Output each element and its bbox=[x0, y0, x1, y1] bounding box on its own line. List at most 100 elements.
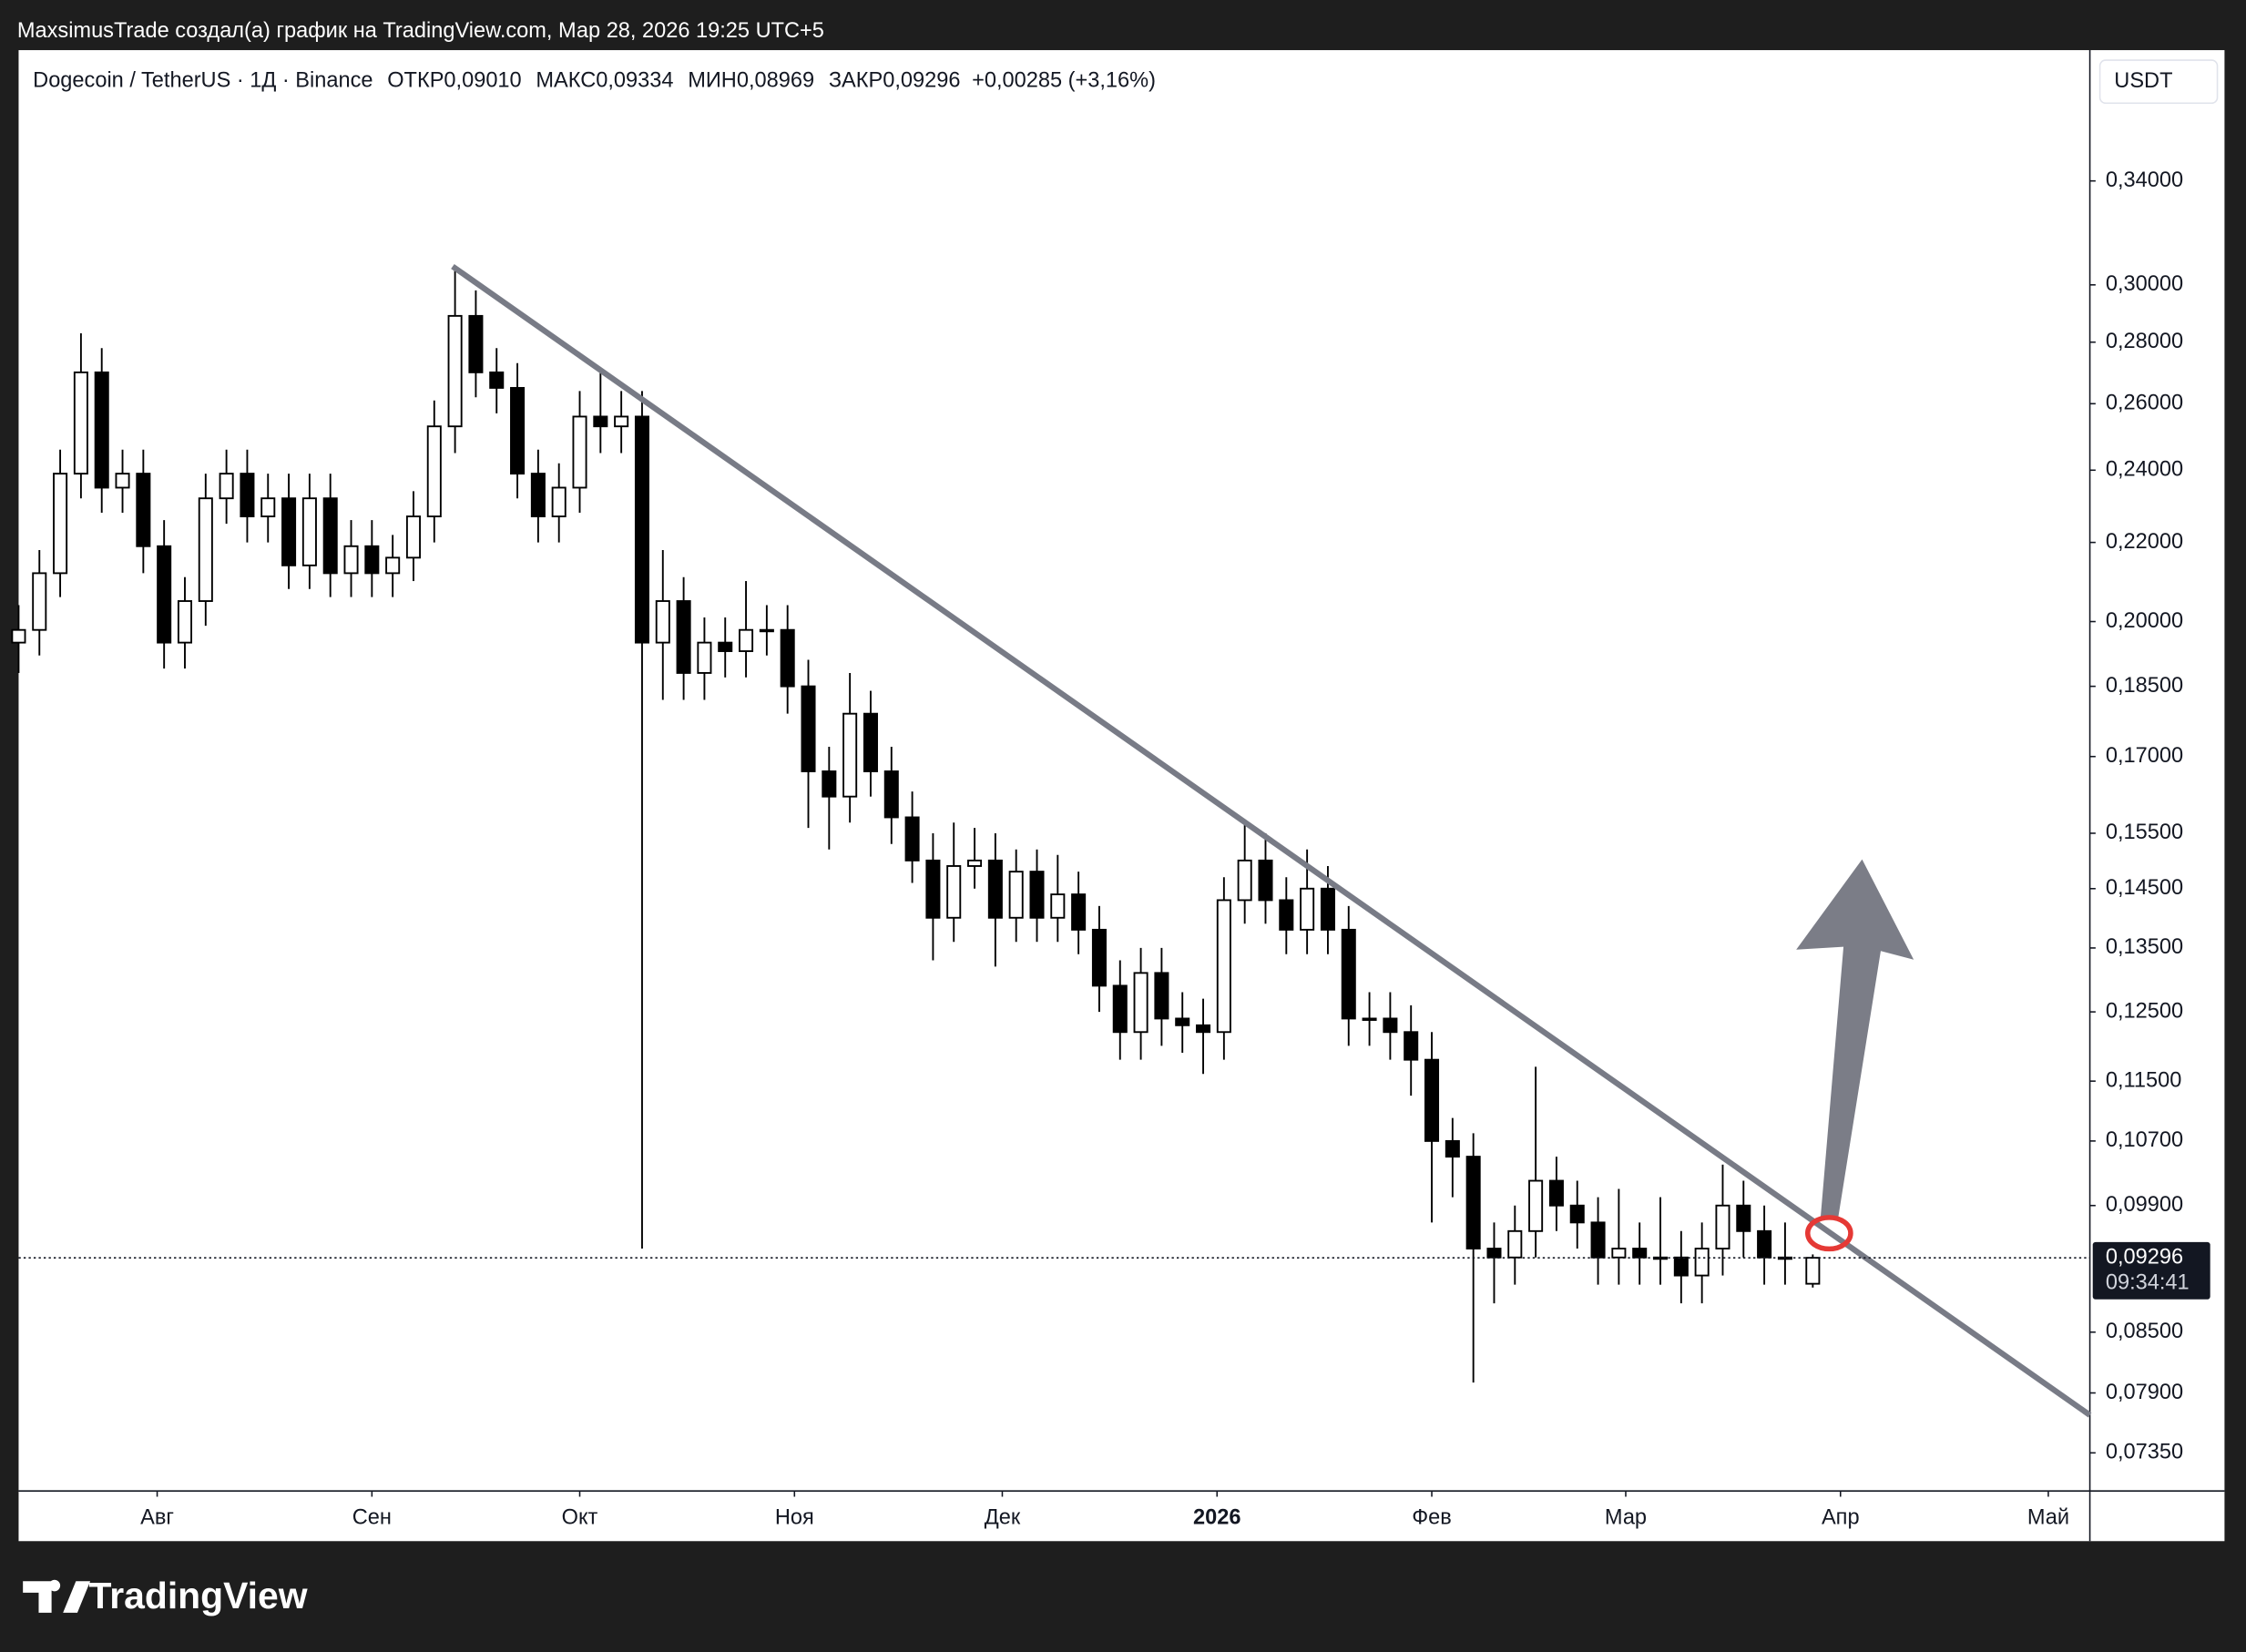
y-tick-label: 0,24000 bbox=[2106, 457, 2183, 481]
y-tick-label: 0,13500 bbox=[2106, 934, 2183, 958]
arrow bbox=[1796, 859, 1914, 1220]
change: +0,00285 (+3,16%) bbox=[972, 68, 1156, 92]
candle-body bbox=[655, 600, 670, 644]
ohlc-value: 0,09010 bbox=[444, 68, 521, 92]
candle-body bbox=[925, 859, 941, 919]
candle-body bbox=[405, 515, 421, 559]
candle-body bbox=[1154, 972, 1169, 1020]
candle-body bbox=[364, 545, 380, 575]
trend-line bbox=[451, 263, 2092, 1418]
candle-body bbox=[1112, 984, 1128, 1034]
candle-body bbox=[1362, 1017, 1377, 1021]
y-tick-label: 0,17000 bbox=[2106, 743, 2183, 767]
y-tick-label: 0,22000 bbox=[2106, 529, 2183, 553]
x-tick-label: Окт bbox=[562, 1504, 598, 1528]
candle-body bbox=[1071, 893, 1087, 931]
candle-body bbox=[301, 497, 317, 566]
y-tick-label: 0,28000 bbox=[2106, 329, 2183, 352]
candle-body bbox=[987, 859, 1003, 919]
candle-body bbox=[1029, 871, 1045, 919]
candle-body bbox=[1548, 1179, 1564, 1207]
symbol-header: Dogecoin / TetherUS · 1Д · Binance ОТКР0,… bbox=[33, 68, 1156, 92]
ohlc-label: ОТКР bbox=[387, 68, 444, 92]
candle-body bbox=[739, 628, 754, 652]
candle-body bbox=[676, 600, 691, 674]
candle-body bbox=[1569, 1204, 1585, 1224]
ohlc-value: 0,09334 bbox=[596, 68, 673, 92]
candle-body bbox=[1341, 928, 1356, 1020]
candle-body bbox=[1216, 899, 1231, 1034]
y-tick-label: 0,15500 bbox=[2106, 820, 2183, 843]
candle-body bbox=[1279, 899, 1294, 931]
x-tick-label: Ноя bbox=[775, 1504, 814, 1528]
x-tick-label: Мар bbox=[1605, 1504, 1647, 1528]
y-axis-unit: USDT bbox=[2114, 68, 2172, 92]
plot-area: 0,34000 0,30000 0,28000 0,26000 0,24000 0,220… bbox=[11, 168, 2183, 1528]
candle-body bbox=[281, 497, 297, 566]
candle-body bbox=[343, 545, 359, 575]
candle-body bbox=[136, 473, 151, 547]
candle-body bbox=[489, 371, 505, 389]
candle-body bbox=[1091, 928, 1107, 987]
candle-body bbox=[1133, 972, 1149, 1034]
y-tick-label: 0,14500 bbox=[2106, 875, 2183, 899]
candle-body bbox=[634, 415, 649, 644]
countdown: 09:34:41 bbox=[2106, 1270, 2190, 1294]
candle-body bbox=[385, 556, 401, 575]
candle-body bbox=[551, 486, 567, 518]
y-tick-label: 0,07900 bbox=[2106, 1380, 2183, 1403]
chart-panel bbox=[18, 50, 2225, 1542]
candle-body bbox=[73, 371, 88, 475]
candle-body bbox=[842, 712, 858, 798]
candle-body bbox=[572, 415, 587, 489]
candle-body bbox=[1050, 893, 1066, 919]
candle-body bbox=[1611, 1248, 1627, 1259]
symbol-title: Dogecoin / TetherUS · 1Д · Binance bbox=[33, 68, 373, 92]
candle-body bbox=[157, 545, 172, 644]
candle-body bbox=[1424, 1058, 1440, 1142]
candle-body bbox=[801, 685, 816, 772]
candle-body bbox=[1805, 1257, 1821, 1285]
y-tick-label: 0,20000 bbox=[2106, 608, 2183, 632]
candle-body bbox=[759, 628, 774, 633]
candle-body bbox=[1507, 1229, 1523, 1259]
unit-box[interactable] bbox=[2098, 59, 2219, 105]
candle-body bbox=[1258, 859, 1273, 902]
candle-body bbox=[11, 628, 26, 644]
candle-body bbox=[53, 473, 68, 575]
candle-body bbox=[260, 497, 276, 518]
attribution: MaxsimusTrade создал(а) график на Tradin… bbox=[17, 18, 824, 42]
candle-body bbox=[468, 314, 484, 373]
candle-body bbox=[1404, 1031, 1419, 1061]
ohlc-value: 0,08969 bbox=[737, 68, 814, 92]
candle-body bbox=[198, 497, 213, 602]
candle-body bbox=[1175, 1017, 1190, 1026]
candle-body bbox=[1715, 1204, 1730, 1249]
x-tick-label: Авг bbox=[140, 1504, 174, 1528]
candle-body bbox=[1757, 1229, 1772, 1259]
brand-logo: TradingView bbox=[23, 1575, 308, 1616]
ohlc-value: 0,09296 bbox=[883, 68, 960, 92]
candle-body bbox=[697, 641, 712, 674]
candle-body bbox=[426, 425, 442, 518]
brand-icon bbox=[23, 1579, 91, 1613]
candle-body bbox=[718, 641, 733, 652]
x-tick-label: Дек bbox=[985, 1504, 1021, 1528]
ohlc-label: МАКС bbox=[536, 68, 596, 92]
candle-body bbox=[1008, 871, 1024, 919]
candle-body bbox=[780, 628, 795, 688]
candle-body bbox=[904, 816, 920, 862]
y-tick-label: 0,12500 bbox=[2106, 998, 2183, 1022]
y-tick-label: 0,18500 bbox=[2106, 673, 2183, 697]
candle-body bbox=[967, 859, 983, 867]
candle-body bbox=[593, 415, 608, 428]
candle-body bbox=[822, 770, 837, 798]
candle-body bbox=[863, 712, 878, 772]
candle-body bbox=[1486, 1248, 1502, 1259]
candle-body bbox=[1465, 1156, 1481, 1249]
candle-body bbox=[219, 473, 234, 500]
candle-body bbox=[115, 473, 130, 489]
